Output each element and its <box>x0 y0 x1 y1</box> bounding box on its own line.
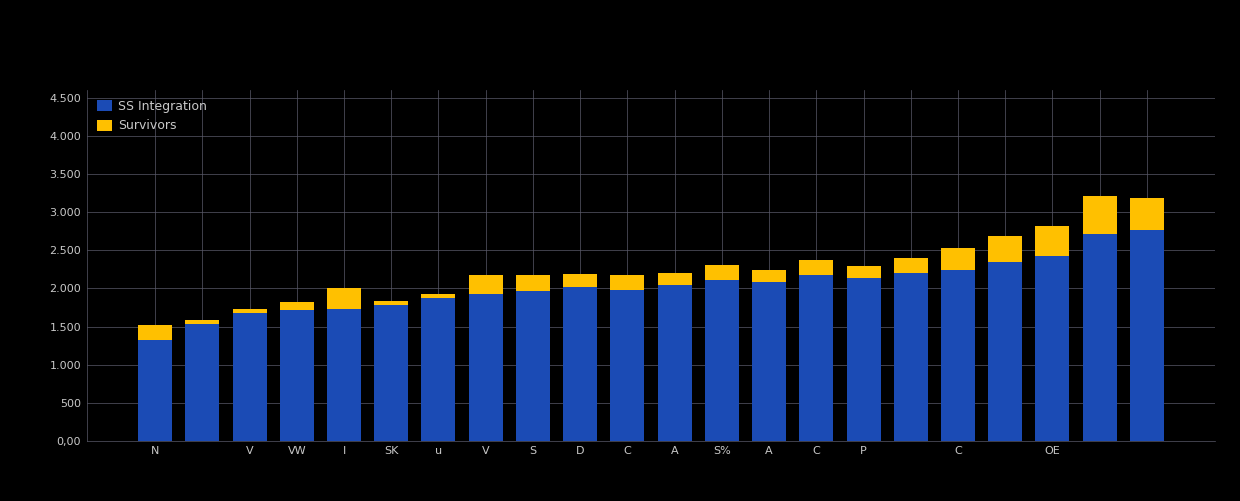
Bar <box>516 275 549 292</box>
Bar <box>610 275 645 290</box>
Bar <box>704 280 739 441</box>
Bar <box>563 274 598 287</box>
Bar <box>941 270 975 441</box>
Bar <box>610 290 645 441</box>
Bar <box>185 324 219 441</box>
Bar <box>1130 198 1164 230</box>
Bar <box>988 262 1022 441</box>
Bar <box>657 273 692 285</box>
Bar <box>469 276 502 294</box>
Bar <box>1035 226 1069 256</box>
Bar <box>941 248 975 270</box>
Bar <box>327 309 361 441</box>
Bar <box>800 275 833 441</box>
Bar <box>753 282 786 441</box>
Bar <box>753 270 786 282</box>
Bar <box>563 287 598 441</box>
Legend: SS Integration, Survivors: SS Integration, Survivors <box>93 96 211 136</box>
Bar <box>422 294 455 298</box>
Bar <box>280 302 314 310</box>
Bar <box>800 260 833 275</box>
Bar <box>374 305 408 441</box>
Bar <box>233 313 267 441</box>
Bar <box>138 340 172 441</box>
Bar <box>988 236 1022 262</box>
Bar <box>1083 196 1117 233</box>
Bar <box>1130 230 1164 441</box>
Bar <box>704 265 739 280</box>
Bar <box>422 298 455 441</box>
Bar <box>469 294 502 441</box>
Bar <box>894 258 928 273</box>
Bar <box>847 266 880 279</box>
Bar <box>894 273 928 441</box>
Bar <box>138 325 172 340</box>
Bar <box>1083 233 1117 441</box>
Bar <box>516 292 549 441</box>
Bar <box>233 309 267 313</box>
Bar <box>280 310 314 441</box>
Bar <box>1035 256 1069 441</box>
Bar <box>374 301 408 305</box>
Bar <box>185 320 219 324</box>
Bar <box>847 279 880 441</box>
Bar <box>657 285 692 441</box>
Bar <box>327 288 361 309</box>
